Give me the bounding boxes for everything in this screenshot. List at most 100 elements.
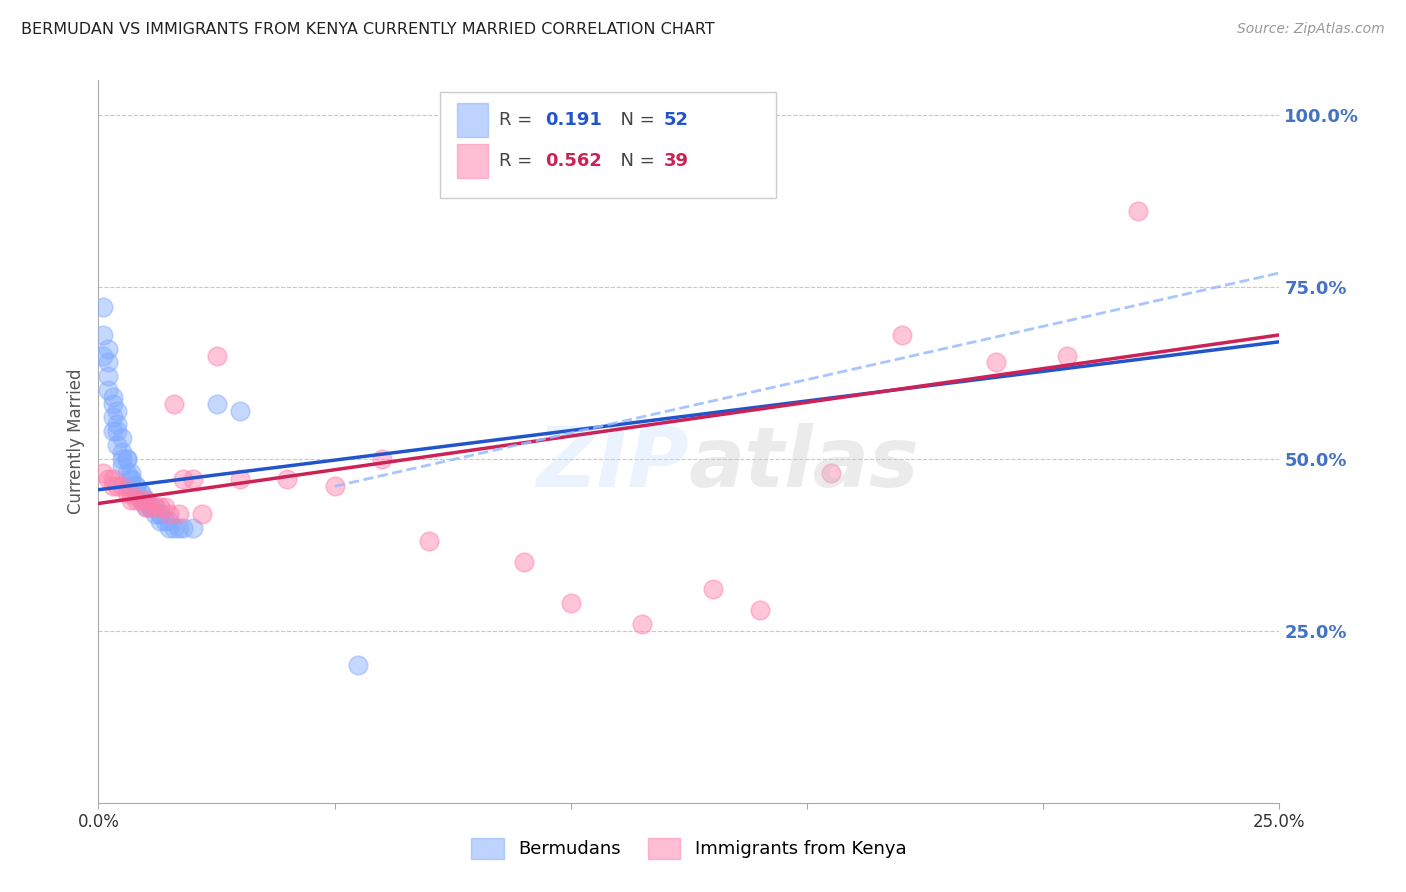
Point: [276, 472, 298, 486]
Point: [105, 424, 128, 438]
Point: [101, 472, 124, 486]
Point: [135, 500, 157, 514]
Point: [97, 342, 120, 356]
Point: [139, 500, 162, 514]
Point: [181, 520, 204, 534]
Point: [149, 507, 172, 521]
Y-axis label: Currently Married: Currently Married: [66, 368, 84, 515]
Point: [129, 486, 152, 500]
Point: [890, 327, 912, 342]
Point: [105, 479, 128, 493]
Point: [121, 472, 143, 486]
Point: [157, 514, 180, 528]
Point: [125, 479, 148, 493]
Point: [105, 438, 128, 452]
Point: [167, 507, 190, 521]
Point: [121, 479, 143, 493]
Point: [111, 445, 134, 459]
Point: [149, 514, 172, 528]
Point: [125, 486, 148, 500]
Point: [97, 383, 120, 397]
Text: 39: 39: [664, 152, 689, 169]
Point: [135, 493, 157, 508]
Text: R =: R =: [499, 112, 538, 129]
Point: [135, 493, 157, 508]
Point: [111, 431, 134, 445]
Point: [129, 493, 152, 508]
Point: [115, 451, 138, 466]
Text: atlas: atlas: [689, 423, 920, 504]
Point: [167, 520, 190, 534]
Point: [97, 355, 120, 369]
Point: [129, 493, 152, 508]
Point: [157, 520, 180, 534]
Point: [191, 507, 214, 521]
Point: [105, 403, 128, 417]
Point: [418, 534, 440, 549]
Text: Source: ZipAtlas.com: Source: ZipAtlas.com: [1237, 22, 1385, 37]
Text: 0.562: 0.562: [546, 152, 602, 169]
Point: [139, 500, 162, 514]
Text: 52: 52: [664, 112, 689, 129]
Point: [157, 507, 180, 521]
Point: [229, 472, 252, 486]
Point: [135, 500, 157, 514]
Point: [181, 472, 204, 486]
Point: [149, 500, 172, 514]
Point: [105, 417, 128, 432]
Point: [172, 520, 194, 534]
Text: N =: N =: [609, 152, 661, 169]
Point: [101, 410, 124, 425]
Point: [702, 582, 724, 597]
Point: [371, 451, 394, 466]
Point: [143, 507, 166, 521]
Point: [129, 486, 152, 500]
Point: [560, 596, 582, 610]
Point: [115, 451, 138, 466]
Point: [153, 514, 176, 528]
Point: [205, 397, 228, 411]
Point: [101, 424, 124, 438]
Point: [121, 466, 143, 480]
Point: [143, 500, 166, 514]
Point: [125, 493, 148, 508]
Point: [111, 458, 134, 473]
Point: [111, 479, 134, 493]
Point: [172, 472, 194, 486]
Point: [153, 500, 176, 514]
Legend: Bermudans, Immigrants from Kenya: Bermudans, Immigrants from Kenya: [464, 830, 914, 866]
Point: [984, 355, 1007, 369]
Point: [1056, 349, 1078, 363]
Point: [121, 493, 143, 508]
Point: [820, 466, 842, 480]
Point: [512, 555, 534, 569]
Point: [101, 479, 124, 493]
Point: [630, 616, 652, 631]
Point: [163, 520, 186, 534]
Text: 0.191: 0.191: [546, 112, 602, 129]
Point: [91, 349, 114, 363]
Point: [139, 500, 162, 514]
Point: [91, 327, 114, 342]
Text: ZIP: ZIP: [536, 423, 689, 504]
Point: [1126, 204, 1149, 219]
Point: [748, 603, 770, 617]
Point: [229, 403, 252, 417]
Text: N =: N =: [609, 112, 661, 129]
Point: [97, 472, 120, 486]
Point: [97, 369, 120, 384]
Text: R =: R =: [499, 152, 538, 169]
Point: [115, 486, 138, 500]
Point: [91, 301, 114, 315]
Point: [143, 500, 166, 514]
Point: [121, 486, 143, 500]
Point: [129, 493, 152, 508]
Point: [125, 479, 148, 493]
Point: [347, 658, 370, 673]
Point: [91, 466, 114, 480]
Point: [101, 397, 124, 411]
Point: [149, 507, 172, 521]
Point: [205, 349, 228, 363]
Point: [121, 472, 143, 486]
Point: [111, 451, 134, 466]
